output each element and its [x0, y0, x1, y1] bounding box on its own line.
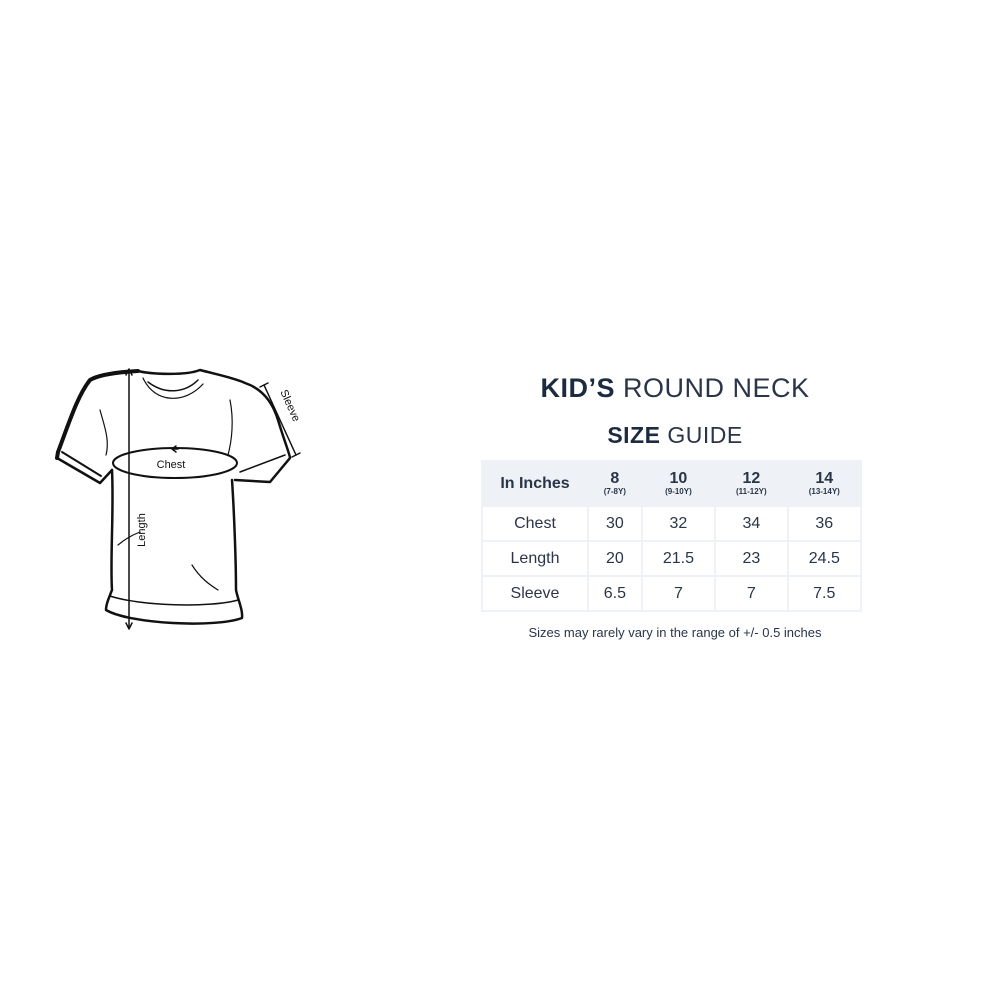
- chest-label: Chest: [157, 459, 186, 471]
- table-cell: 34: [714, 505, 789, 542]
- size-table: In Inches 8 (7-8Y) 10 (9-10Y) 12 (11-12Y) 1…: [481, 460, 863, 612]
- table-row: Sleeve 6.5 7 7 7.5: [481, 575, 863, 612]
- row-label: Sleeve: [481, 575, 589, 612]
- table-cell: 6.5: [587, 575, 643, 612]
- table-cell: 7: [640, 575, 717, 612]
- size-header-row: In Inches 8 (7-8Y) 10 (9-10Y) 12 (11-12Y) 1…: [481, 460, 863, 507]
- table-cell: 24.5: [786, 540, 863, 577]
- table-cell: 36: [786, 505, 863, 542]
- heading-light: GUIDE: [667, 422, 743, 448]
- row-label: Length: [481, 540, 589, 577]
- sleeve-measure-line: [263, 384, 297, 456]
- tshirt-diagram: Chest Length Sleeve: [55, 368, 302, 630]
- size-header: 12 (11-12Y): [714, 460, 789, 507]
- size-header: 10 (9-10Y): [640, 460, 717, 507]
- table-cell: 21.5: [640, 540, 717, 577]
- table-cell: 7.5: [786, 575, 863, 612]
- size-header: 8 (7-8Y): [587, 460, 643, 507]
- table-cell: 23: [714, 540, 789, 577]
- size-variance-note: Sizes may rarely vary in the range of +/…: [528, 625, 822, 640]
- length-arrowheads: [125, 368, 133, 630]
- title-bold: KID’S: [540, 373, 615, 403]
- title-light: ROUND NECK: [623, 373, 810, 403]
- tshirt-outline: [55, 368, 292, 625]
- table-cell: 32: [640, 505, 717, 542]
- sleeve-ticks: [259, 382, 301, 458]
- heading-bold: SIZE: [607, 422, 661, 448]
- row-label: Chest: [481, 505, 589, 542]
- size-header: 14 (13-14Y): [786, 460, 863, 507]
- corner-header: In Inches: [481, 460, 589, 507]
- chest-measure-ellipse: [112, 447, 238, 479]
- length-label: Length: [136, 513, 148, 547]
- table-cell: 20: [587, 540, 643, 577]
- product-title: KID’S ROUND NECK: [480, 373, 870, 404]
- chest-arrow: [171, 445, 179, 453]
- table-cell: 7: [714, 575, 789, 612]
- table-row: Chest 30 32 34 36: [481, 505, 863, 542]
- sleeve-label: Sleeve: [277, 388, 302, 424]
- table-cell: 30: [587, 505, 643, 542]
- size-guide-heading: SIZE GUIDE: [480, 422, 870, 449]
- table-row: Length 20 21.5 23 24.5: [481, 540, 863, 577]
